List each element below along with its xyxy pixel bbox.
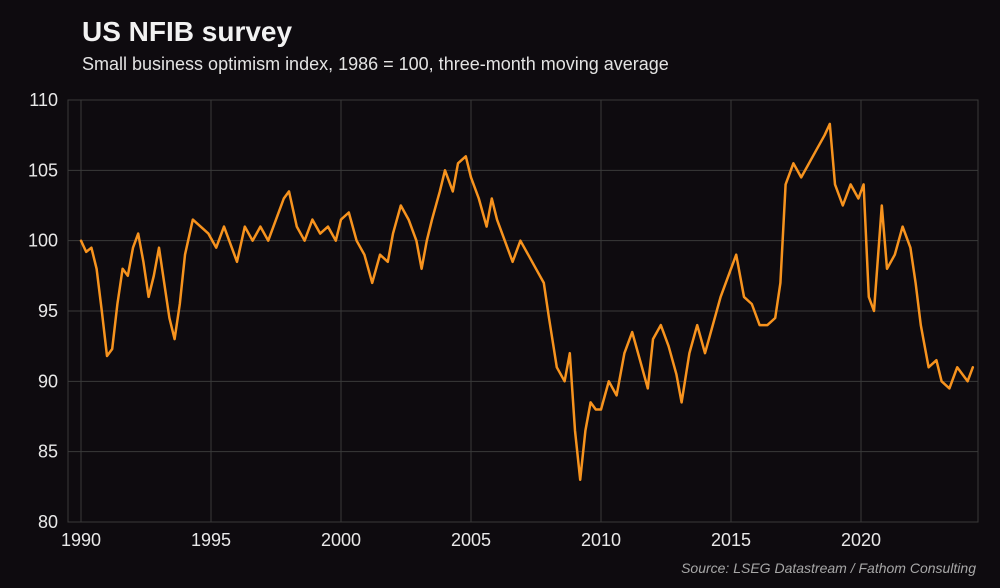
y-tick-label: 85 <box>38 442 58 462</box>
chart-container: US NFIB survey Small business optimism i… <box>0 0 1000 588</box>
y-tick-label: 95 <box>38 301 58 321</box>
chart-svg: 80 85 90 95 100 105 110 1990 1995 2000 2005 2010 201… <box>0 0 1000 588</box>
x-tick-label: 2005 <box>451 530 491 550</box>
x-tick-label: 2015 <box>711 530 751 550</box>
y-tick-label: 100 <box>28 231 58 251</box>
x-tick-label: 1995 <box>191 530 231 550</box>
y-tick-label: 90 <box>38 371 58 391</box>
x-tick-label: 1990 <box>61 530 101 550</box>
x-tick-label: 2010 <box>581 530 621 550</box>
y-tick-label: 80 <box>38 512 58 532</box>
y-tick-label: 105 <box>28 160 58 180</box>
x-tick-label: 2000 <box>321 530 361 550</box>
y-tick-label: 110 <box>29 90 58 110</box>
series-line <box>81 124 973 480</box>
x-tick-label: 2020 <box>841 530 881 550</box>
chart-source: Source: LSEG Datastream / Fathom Consult… <box>681 560 976 576</box>
